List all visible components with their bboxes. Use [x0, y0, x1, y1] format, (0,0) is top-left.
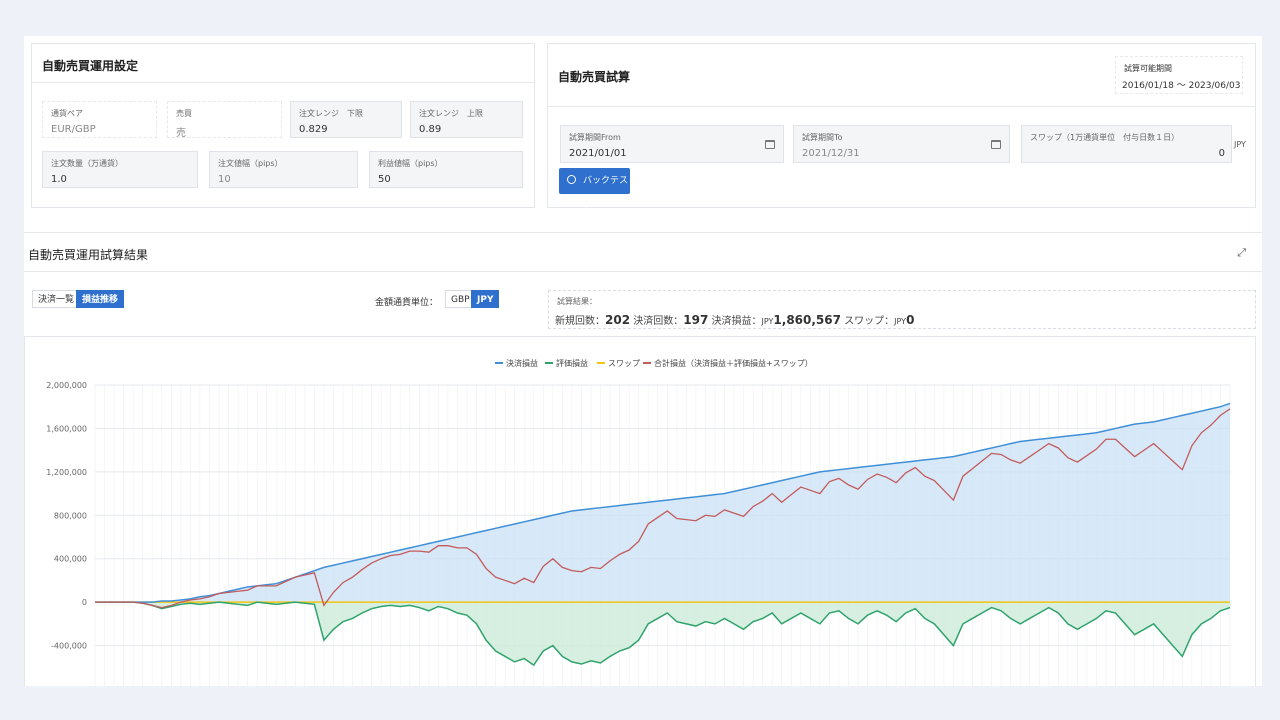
swap-value: 0 [1218, 148, 1225, 159]
new-count-value: 202 [605, 313, 631, 327]
profit-width-label: 利益値幅（pips） [378, 159, 443, 168]
series-line-unrealized [95, 601, 1231, 667]
unit-jpy-toggle[interactable]: JPY [471, 290, 500, 308]
order-width-value: 10 [218, 174, 231, 185]
settings-divider [32, 82, 534, 83]
tab-settlement-list[interactable]: 決済一覧 [32, 290, 81, 308]
y-tick-label: 1,600,000 [46, 424, 87, 433]
settle-pl-label: 決済損益： [711, 316, 762, 327]
swap-result-value: 0 [906, 313, 915, 327]
side-field: 売買 売 [167, 101, 282, 139]
profit-width-value: 50 [378, 174, 391, 185]
unit-label: 金額通貨単位： [375, 298, 439, 308]
y-tick-label: 400,000 [54, 555, 87, 564]
available-period-value: 2016/01/18 ～ 2023/06/03 [1122, 81, 1241, 91]
swap-result-currency: JPY [894, 317, 907, 326]
series-line-realized [95, 402, 1231, 603]
tab-pl-transition[interactable]: 損益推移 [76, 290, 125, 308]
range-lower-label: 注文レンジ 下限 [299, 109, 363, 118]
simulation-divider [548, 106, 1255, 107]
settle-count-value: 197 [683, 313, 709, 327]
range-lower-field[interactable]: 注文レンジ 下限 0.829 [290, 101, 402, 138]
range-upper-field[interactable]: 注文レンジ 上限 0.89 [410, 101, 523, 138]
swap-result-label: スワップ： [844, 316, 895, 327]
gauge-icon [567, 175, 576, 184]
range-upper-label: 注文レンジ 上限 [419, 109, 483, 118]
swap-label: スワップ（1万通貨単位 付与日数１日） [1030, 133, 1180, 142]
chart-panel: 2,000,000 1,600,000 1,200,000 800,000 400,00… [24, 336, 1256, 686]
unrealized-area [95, 602, 1230, 666]
side-value: 売 [176, 128, 186, 139]
currency-pair-field: 通貨ペア EUR/GBP [42, 101, 157, 138]
order-qty-field[interactable]: 注文数量（万通貨） 1.0 [42, 151, 198, 188]
period-from-label: 試算期間From [569, 133, 621, 142]
side-label: 売買 [176, 109, 192, 118]
calendar-icon[interactable] [991, 140, 1001, 149]
y-tick-label: 1,200,000 [46, 468, 87, 477]
calendar-icon[interactable] [765, 140, 775, 149]
expand-icon[interactable]: ⤢ [1237, 246, 1246, 259]
result-summary: 試算結果： 新規回数：202 決済回数：197 決済損益：JPY1,860,56… [548, 290, 1256, 329]
y-tick-label: 0 [82, 598, 87, 607]
settle-count-label: 決済回数： [633, 316, 684, 327]
currency-pair-value: EUR/GBP [51, 124, 96, 135]
period-to-field[interactable]: 試算期間To 2021/12/31 [793, 125, 1010, 163]
settle-pl-currency: JPY [761, 317, 774, 326]
period-from-value: 2021/01/01 [569, 148, 627, 159]
simulation-panel: 自動売買試算 試算可能期間 2016/01/18 ～ 2023/06/03 試算… [547, 43, 1256, 208]
y-tick-label: 800,000 [54, 511, 87, 520]
results-title: 自動売買運用試算結果 [28, 248, 149, 262]
settings-title: 自動売買運用設定 [42, 59, 139, 73]
new-count-label: 新規回数： [555, 316, 605, 327]
currency-pair-label: 通貨ペア [51, 109, 83, 118]
range-upper-value: 0.89 [419, 124, 442, 135]
available-period-box: 試算可能期間 2016/01/18 ～ 2023/06/03 [1115, 56, 1243, 94]
range-lower-value: 0.829 [299, 124, 328, 135]
settings-panel: 自動売買運用設定 通貨ペア EUR/GBP 売買 売 注文レンジ 下限 0.82… [31, 43, 535, 208]
period-to-value: 2021/12/31 [802, 148, 860, 159]
app-window: 自動売買運用設定 通貨ペア EUR/GBP 売買 売 注文レンジ 下限 0.82… [24, 36, 1262, 686]
pl-chart: 2,000,000 1,600,000 1,200,000 800,000 400,00… [46, 358, 1231, 686]
legend-label: 評価損益 [556, 358, 588, 368]
y-tick-label: -400,000 [51, 642, 87, 651]
available-period-label: 試算可能期間 [1124, 64, 1172, 73]
settle-pl-value: 1,860,567 [773, 313, 841, 327]
profit-width-field[interactable]: 利益値幅（pips） 50 [369, 151, 523, 188]
legend-label: 合計損益（決済損益＋評価損益+スワップ） [654, 358, 813, 368]
backtest-button[interactable]: バックテスト [559, 168, 630, 212]
y-tick-label: -800,000 [51, 685, 87, 686]
swap-unit: JPY [1234, 140, 1246, 149]
backtest-label: バックテスト [583, 176, 629, 212]
legend-label: スワップ [608, 359, 640, 368]
order-width-field: 注文値幅（pips） 10 [209, 151, 358, 188]
section-divider-top [24, 232, 1262, 233]
legend-label: 決済損益 [506, 358, 538, 368]
simulation-title: 自動売買試算 [558, 70, 631, 84]
summary-label: 試算結果： [557, 297, 597, 306]
swap-field: スワップ（1万通貨単位 付与日数１日） 0 [1021, 125, 1232, 163]
period-from-field[interactable]: 試算期間From 2021/01/01 [560, 125, 784, 163]
summary-values: 新規回数：202 決済回数：197 決済損益：JPY1,860,567 スワップ… [555, 312, 914, 327]
section-divider [24, 271, 1262, 272]
order-qty-value: 1.0 [51, 174, 67, 185]
period-to-label: 試算期間To [802, 133, 843, 142]
order-width-label: 注文値幅（pips） [218, 159, 283, 168]
unit-gbp-toggle[interactable]: GBP [445, 290, 476, 308]
order-qty-label: 注文数量（万通貨） [51, 159, 123, 168]
series-line-total [95, 408, 1231, 609]
realized-area [95, 403, 1230, 603]
y-tick-label: 2,000,000 [46, 381, 87, 390]
